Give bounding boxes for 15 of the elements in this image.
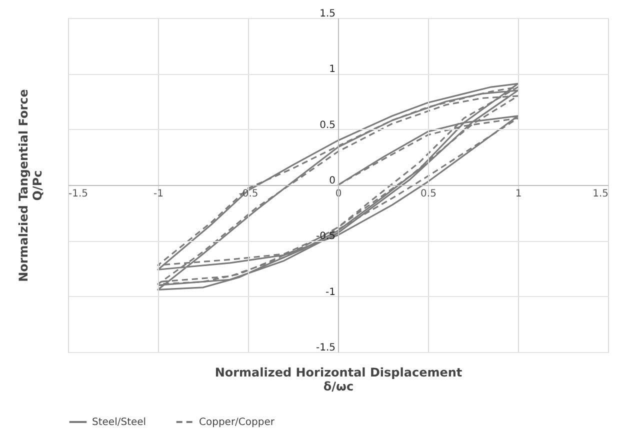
legend-label: Copper/Copper [199, 417, 276, 428]
y-tick-label: 0.5 [320, 120, 336, 131]
x-tick-label: 0.5 [420, 188, 436, 200]
y-axis-title: Normalzied Tangential Force Q/Pc [16, 89, 44, 282]
y-tick-label: -1.5 [316, 342, 336, 354]
x-axis-title: Normalized Horizontal Displacement δ/ωc [214, 366, 462, 394]
x-tick-label: 1 [515, 188, 522, 200]
legend-label: Steel/Steel [92, 417, 146, 428]
y-tick-label: -1 [326, 286, 336, 298]
x-tick-label: 1.5 [592, 188, 608, 200]
x-tick-label: -1.5 [68, 188, 88, 200]
x-tick-label: -1 [154, 188, 164, 200]
y-tick-label: 1.5 [320, 8, 336, 20]
y-tick-label: 0 [329, 176, 336, 186]
y-tick-label: 1 [329, 64, 336, 76]
